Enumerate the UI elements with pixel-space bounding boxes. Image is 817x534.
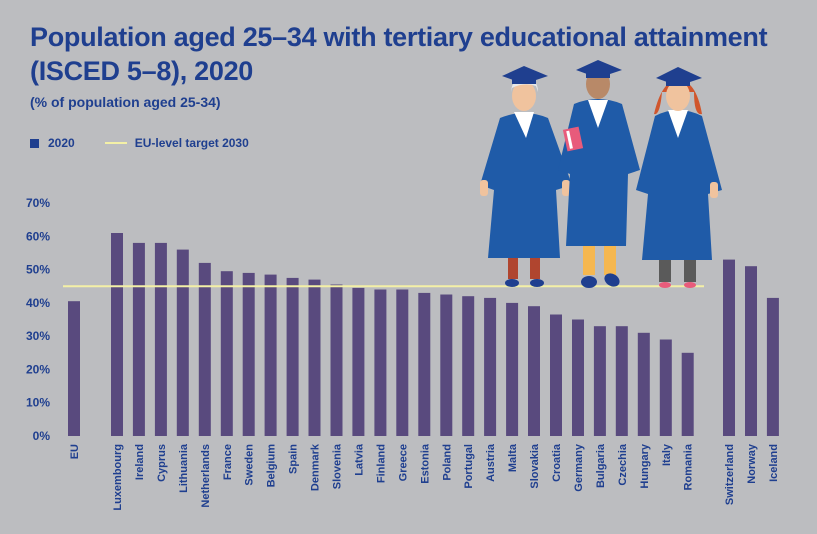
- legend-label-target: EU-level target 2030: [134, 136, 249, 150]
- bar-greece: [396, 289, 409, 436]
- bar-croatia: [550, 314, 562, 436]
- x-tick-label-italy: Italy: [661, 443, 673, 466]
- bar-ireland: [132, 242, 145, 436]
- x-tick-label-lithuania: Lithuania: [178, 443, 190, 493]
- y-tick-label: 20%: [26, 362, 50, 376]
- chart-legend: 2020 EU-level target 2030: [30, 136, 249, 150]
- bar-spain: [286, 277, 299, 436]
- x-tick-label-cyprus: Cyprus: [156, 444, 168, 482]
- x-tick-label-slovakia: Slovakia: [529, 443, 541, 489]
- bar-germany: [572, 319, 584, 436]
- x-tick-label-czechia: Czechia: [617, 443, 629, 485]
- x-tick-label-ireland: Ireland: [134, 444, 146, 480]
- graduate-right-figure: [636, 67, 722, 288]
- x-tick-label-portugal: Portugal: [463, 444, 475, 489]
- graduates-illustration: [480, 60, 722, 288]
- bar-france: [220, 271, 233, 436]
- x-tick-label-slovenia: Slovenia: [332, 443, 344, 489]
- bar-denmark: [308, 279, 321, 436]
- bar-slovakia: [528, 306, 540, 436]
- bar-latvia: [352, 287, 365, 436]
- y-tick-label: 30%: [26, 329, 50, 343]
- x-tick-label-bulgaria: Bulgaria: [595, 443, 607, 488]
- chart-subtitle: (% of population aged 25-34): [30, 94, 221, 110]
- bar-lithuania: [176, 249, 189, 436]
- x-tick-label-croatia: Croatia: [551, 443, 563, 482]
- bar-finland: [374, 289, 387, 436]
- bar-estonia: [418, 292, 431, 436]
- bar-portugal: [462, 296, 475, 436]
- y-tick-label: 70%: [26, 196, 50, 210]
- x-tick-label-belgium: Belgium: [266, 444, 278, 488]
- bar-hungary: [637, 332, 650, 436]
- x-tick-label-malta: Malta: [507, 443, 519, 472]
- bar-iceland: [766, 297, 779, 436]
- x-tick-label-estonia: Estonia: [419, 443, 431, 484]
- bar-bulgaria: [593, 326, 606, 436]
- x-tick-label-germany: Germany: [573, 443, 585, 492]
- bar-malta: [506, 302, 519, 436]
- bar-cyprus: [154, 242, 167, 436]
- bar-belgium: [264, 274, 277, 436]
- y-tick-label: 0%: [33, 429, 51, 443]
- bar-poland: [440, 294, 453, 436]
- bar-romania: [681, 352, 694, 436]
- bars: [68, 233, 779, 436]
- x-tick-label-sweden: Sweden: [244, 444, 256, 486]
- bar-slovenia: [330, 284, 343, 436]
- bar-czechia: [615, 326, 628, 436]
- x-tick-label-romania: Romania: [683, 443, 695, 490]
- bar-sweden: [242, 272, 255, 436]
- bar-eu: [68, 301, 80, 436]
- x-tick-label-eu: EU: [69, 444, 81, 459]
- x-tick-label-switzerland: Switzerland: [724, 444, 736, 505]
- x-tick-label-greece: Greece: [397, 444, 409, 481]
- graduate-middle-figure: [558, 60, 640, 288]
- x-axis-labels: EU Luxembourg Ireland Cyprus Lithuania Nether…: [69, 443, 780, 511]
- x-tick-label-latvia: Latvia: [353, 443, 365, 476]
- x-tick-label-spain: Spain: [288, 444, 300, 474]
- x-tick-label-poland: Poland: [441, 444, 453, 481]
- bar-switzerland: [723, 259, 735, 436]
- graduate-left-figure: [480, 66, 572, 287]
- bar-austria: [484, 297, 497, 436]
- x-tick-label-france: France: [222, 444, 234, 480]
- x-tick-label-luxembourg: Luxembourg: [112, 444, 124, 511]
- x-tick-label-netherlands: Netherlands: [200, 444, 212, 508]
- y-tick-label: 10%: [26, 396, 50, 410]
- legend-swatch-target: [104, 142, 127, 144]
- x-tick-label-finland: Finland: [375, 444, 387, 483]
- legend-swatch-2020: [30, 138, 39, 148]
- bar-netherlands: [198, 262, 211, 436]
- y-tick-label: 40%: [26, 296, 50, 310]
- legend-label-2020: 2020: [48, 136, 75, 150]
- bar-italy: [659, 339, 672, 436]
- y-axis: 0% 10% 20% 30% 40% 50% 60% 70%: [26, 196, 50, 443]
- x-tick-label-hungary: Hungary: [639, 443, 651, 489]
- chart-title: Population aged 25–34 with tertiary educ…: [30, 22, 768, 86]
- y-tick-label: 50%: [26, 263, 50, 277]
- x-tick-label-denmark: Denmark: [310, 443, 322, 491]
- bar-luxembourg: [111, 233, 123, 436]
- bar-norway: [745, 266, 757, 436]
- y-tick-label: 60%: [26, 229, 50, 243]
- x-tick-label-norway: Norway: [746, 443, 758, 484]
- x-tick-label-austria: Austria: [485, 443, 497, 482]
- x-tick-label-iceland: Iceland: [768, 444, 780, 482]
